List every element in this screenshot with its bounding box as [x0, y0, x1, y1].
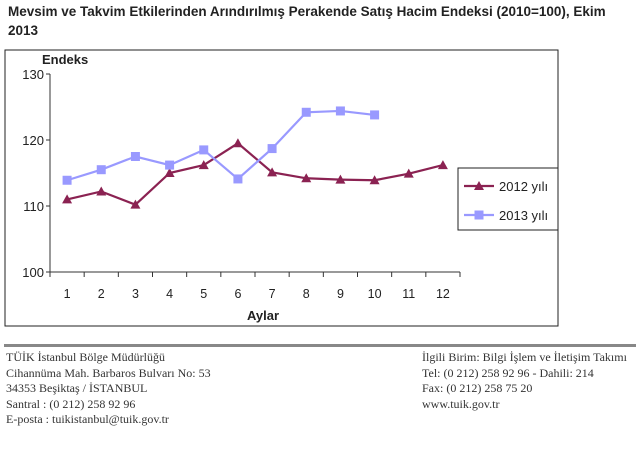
data-point-triangle	[62, 194, 73, 204]
data-point-square	[301, 107, 311, 117]
footer-line: Tel: (0 212) 258 92 96 - Dahili: 214	[422, 365, 594, 380]
footer-line: İlgili Birim: Bilgi İşlem ve İletişim Ta…	[422, 350, 627, 364]
series-line-2013	[66, 109, 375, 182]
x-tick-label: 3	[132, 287, 139, 301]
y-axis-label: Endeks	[42, 52, 88, 67]
footer-line: Cihannüma Mah. Barbaros Bulvarı No: 53	[6, 365, 211, 380]
legend-label: 2012 yılı	[499, 179, 548, 194]
data-point-square	[199, 145, 209, 155]
footer-divider	[4, 344, 636, 347]
data-point-triangle	[96, 186, 107, 196]
footer-left: TÜİK İstanbul Bölge Müdürlüğü Cihannüma …	[6, 350, 211, 428]
x-tick-label: 5	[200, 287, 207, 301]
data-point-triangle	[267, 167, 278, 177]
data-point-square	[62, 175, 72, 185]
legend-box	[457, 167, 559, 231]
data-point-square	[474, 210, 484, 220]
data-point-triangle	[198, 160, 209, 170]
footer-line: Santral : (0 212) 258 92 96	[6, 396, 136, 411]
x-tick-label: 2	[98, 287, 105, 301]
footer-line: Fax: (0 212) 258 75 20	[422, 381, 533, 395]
x-tick-label: 6	[234, 287, 241, 301]
x-tick-label: 10	[368, 287, 382, 301]
data-point-square	[165, 160, 175, 170]
y-tick-label: 110	[23, 199, 44, 214]
x-axis-label: Aylar	[247, 308, 279, 323]
legend-label: 2013 yılı	[499, 208, 548, 223]
x-tick-label: 7	[269, 287, 276, 301]
data-point-triangle	[232, 138, 243, 148]
x-tick-label: 1	[64, 287, 71, 301]
footer-email[interactable]: E-posta : tuikistanbul@tuik.gov.tr	[6, 412, 169, 426]
footer-line: 34353 Beşiktaş / İSTANBUL	[6, 381, 148, 395]
data-point-triangle	[301, 173, 312, 183]
data-point-triangle	[335, 174, 346, 184]
y-tick-label: 100	[22, 265, 44, 280]
footer-right: İlgili Birim: Bilgi İşlem ve İletişim Ta…	[422, 350, 627, 412]
data-point-triangle	[474, 181, 484, 190]
data-point-triangle	[403, 168, 414, 178]
y-tick-label: 120	[22, 133, 44, 148]
data-point-triangle	[130, 199, 141, 209]
data-point-triangle	[369, 175, 380, 185]
footer-link[interactable]: www.tuik.gov.tr	[422, 396, 500, 411]
chart-title: Mevsim ve Takvim Etkilerinden Arındırılm…	[8, 4, 606, 38]
series-line-2012	[66, 141, 444, 206]
data-point-square	[267, 144, 277, 154]
x-tick-label: 9	[337, 287, 344, 301]
footer-line: TÜİK İstanbul Bölge Müdürlüğü	[6, 350, 165, 364]
data-point-triangle	[164, 168, 175, 177]
x-tick-label: 8	[303, 287, 310, 301]
data-point-square	[96, 165, 106, 175]
x-tick-label: 4	[166, 287, 173, 301]
data-point-square	[370, 110, 380, 120]
data-point-square	[233, 174, 243, 184]
x-tick-label: 11	[402, 287, 415, 301]
y-tick-label: 130	[22, 67, 44, 82]
x-tick-label: 12	[436, 287, 450, 301]
data-point-square	[130, 152, 140, 161]
data-point-square	[335, 106, 345, 116]
data-point-triangle	[437, 160, 448, 170]
